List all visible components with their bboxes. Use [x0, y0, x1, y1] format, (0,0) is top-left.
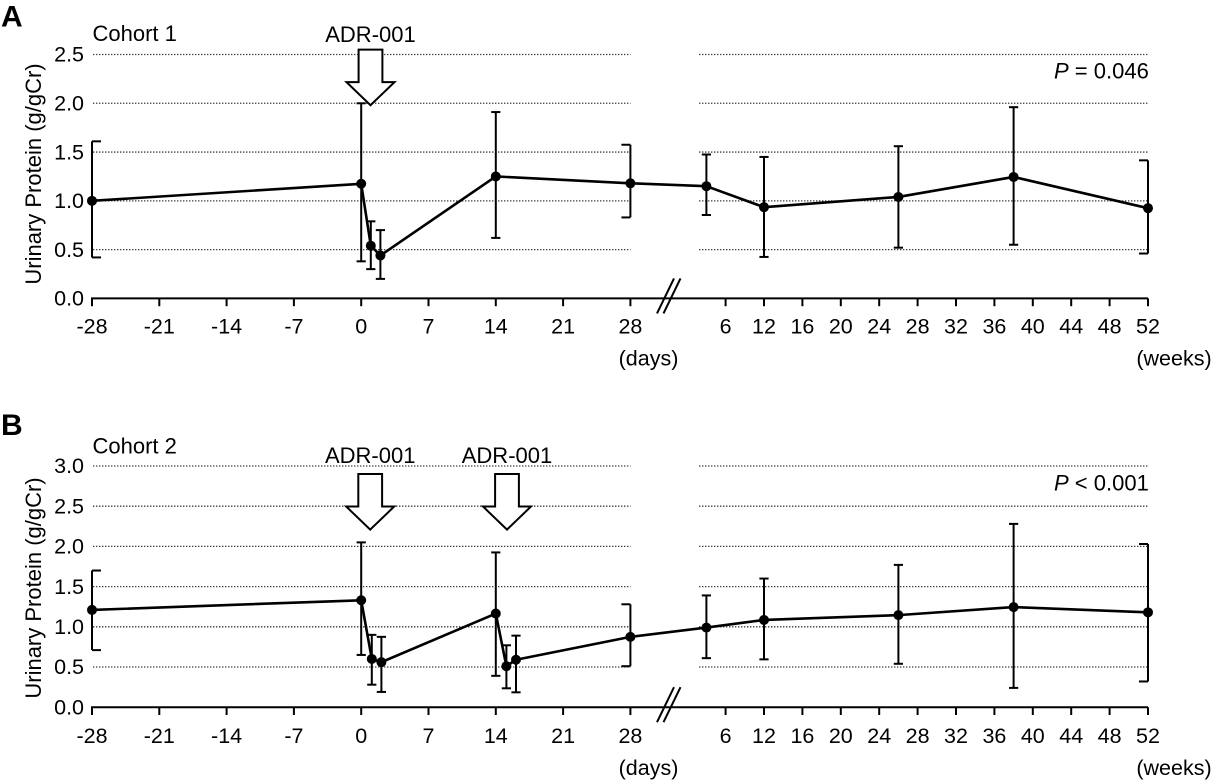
svg-text:(weeks): (weeks): [1136, 346, 1211, 370]
svg-text:24: 24: [867, 315, 891, 339]
svg-text:ADR-001: ADR-001: [325, 443, 415, 468]
svg-text:32: 32: [944, 724, 968, 748]
svg-text:0.5: 0.5: [54, 655, 84, 679]
svg-text:-28: -28: [76, 315, 107, 339]
svg-text:2.5: 2.5: [54, 43, 84, 67]
svg-text:(days): (days): [619, 756, 679, 780]
svg-text:44: 44: [1059, 315, 1083, 339]
svg-text:Cohort 2: Cohort 2: [93, 433, 177, 458]
svg-text:1.0: 1.0: [54, 189, 84, 213]
svg-text:12: 12: [752, 315, 776, 339]
svg-text:0: 0: [355, 724, 367, 748]
svg-text:0.0: 0.0: [54, 287, 84, 311]
svg-text:-14: -14: [211, 724, 242, 748]
svg-text:6: 6: [720, 315, 732, 339]
svg-text:1.0: 1.0: [54, 615, 84, 639]
svg-text:20: 20: [829, 315, 853, 339]
svg-text:2.0: 2.0: [54, 535, 84, 559]
svg-text:1.5: 1.5: [54, 575, 84, 599]
svg-text:14: 14: [484, 724, 508, 748]
svg-text:52: 52: [1136, 315, 1160, 339]
svg-text:16: 16: [790, 315, 814, 339]
svg-text:-7: -7: [284, 724, 303, 748]
svg-text:7: 7: [423, 724, 435, 748]
svg-text:28: 28: [618, 724, 642, 748]
svg-text:28: 28: [906, 315, 930, 339]
svg-text:24: 24: [867, 724, 891, 748]
svg-text:Urinary Protein (g/gCr): Urinary Protein (g/gCr): [21, 477, 46, 698]
svg-text:52: 52: [1136, 724, 1160, 748]
svg-text:0: 0: [355, 315, 367, 339]
svg-text:-21: -21: [144, 724, 175, 748]
svg-text:P = 0.046: P = 0.046: [1054, 59, 1149, 84]
svg-text:12: 12: [752, 724, 776, 748]
svg-text:14: 14: [484, 315, 508, 339]
svg-text:(weeks): (weeks): [1136, 756, 1211, 780]
svg-text:21: 21: [551, 315, 575, 339]
svg-text:B: B: [1, 409, 23, 442]
svg-text:Urinary Protein (g/gCr): Urinary Protein (g/gCr): [21, 63, 46, 284]
svg-text:0.5: 0.5: [54, 238, 84, 262]
svg-text:48: 48: [1098, 315, 1122, 339]
svg-text:-21: -21: [144, 315, 175, 339]
svg-text:36: 36: [982, 315, 1006, 339]
svg-text:21: 21: [551, 724, 575, 748]
svg-text:36: 36: [982, 724, 1006, 748]
svg-text:(days): (days): [619, 346, 679, 370]
svg-text:ADR-001: ADR-001: [462, 443, 552, 468]
svg-text:2.0: 2.0: [54, 91, 84, 115]
svg-text:P < 0.001: P < 0.001: [1054, 471, 1149, 496]
svg-text:ADR-001: ADR-001: [325, 22, 415, 47]
svg-text:48: 48: [1098, 724, 1122, 748]
svg-text:20: 20: [829, 724, 853, 748]
svg-text:3.0: 3.0: [54, 454, 84, 478]
svg-text:A: A: [1, 0, 23, 33]
svg-text:6: 6: [720, 724, 732, 748]
svg-text:-7: -7: [284, 315, 303, 339]
svg-text:-28: -28: [76, 724, 107, 748]
svg-text:28: 28: [906, 724, 930, 748]
svg-text:40: 40: [1021, 724, 1045, 748]
svg-text:2.5: 2.5: [54, 494, 84, 518]
svg-text:28: 28: [618, 315, 642, 339]
svg-text:16: 16: [790, 724, 814, 748]
svg-text:0.0: 0.0: [54, 695, 84, 719]
svg-text:-14: -14: [211, 315, 242, 339]
svg-text:1.5: 1.5: [54, 140, 84, 164]
svg-text:40: 40: [1021, 315, 1045, 339]
svg-text:7: 7: [423, 315, 435, 339]
svg-text:Cohort 1: Cohort 1: [93, 21, 177, 46]
svg-text:32: 32: [944, 315, 968, 339]
svg-text:44: 44: [1059, 724, 1083, 748]
